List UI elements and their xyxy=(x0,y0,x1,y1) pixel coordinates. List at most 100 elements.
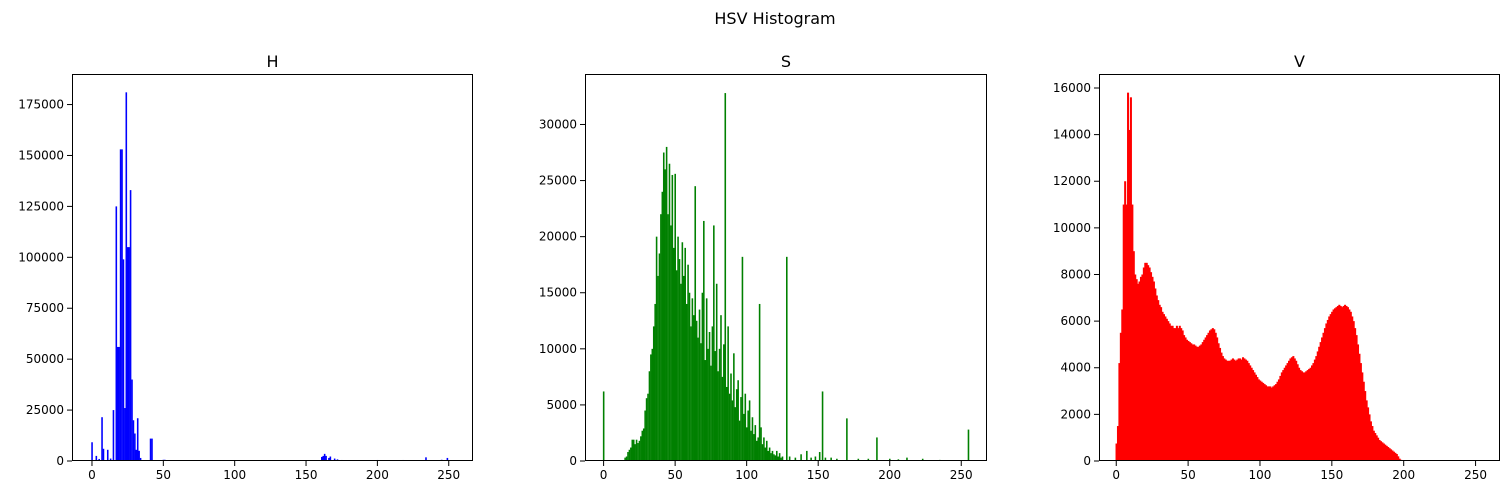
histogram-bar xyxy=(1154,288,1157,461)
histogram-bar xyxy=(134,433,136,461)
histogram-bar xyxy=(780,457,782,461)
x-tick-label: 50 xyxy=(1180,468,1195,482)
histogram-bar xyxy=(763,437,765,461)
y-tick-label: 5000 xyxy=(546,398,577,412)
histogram-bar xyxy=(101,417,103,461)
histogram-bar xyxy=(748,400,751,461)
histogram-bar xyxy=(1344,304,1347,461)
histogram-bar xyxy=(1276,381,1279,461)
histogram-bar xyxy=(1217,343,1220,461)
histogram-bar xyxy=(675,270,678,461)
histogram-bar xyxy=(1178,325,1181,461)
histogram-bar xyxy=(126,247,129,461)
histogram-bar xyxy=(778,453,781,461)
histogram-bar xyxy=(728,393,731,461)
histogram-bar xyxy=(1174,328,1177,461)
histogram-bar xyxy=(1398,458,1401,461)
histogram-bar xyxy=(723,344,725,461)
y-tick-label: 0 xyxy=(1083,454,1091,468)
histogram-bar xyxy=(745,427,748,461)
histogram-bar xyxy=(818,452,821,461)
histogram-bar xyxy=(1175,325,1178,461)
histogram-bar xyxy=(1197,346,1200,461)
histogram-bar xyxy=(806,450,808,461)
histogram-bar xyxy=(667,214,669,461)
histogram-bar xyxy=(1132,251,1135,461)
histogram-bar xyxy=(693,315,695,461)
histogram-bar xyxy=(1257,379,1260,461)
histogram-bar xyxy=(641,430,644,461)
histogram-bar xyxy=(1193,344,1196,461)
histogram-bar xyxy=(1184,337,1187,461)
histogram-bar xyxy=(720,315,722,461)
histogram-bar xyxy=(1298,367,1301,461)
histogram-bar xyxy=(733,353,735,461)
histogram-bar xyxy=(721,376,724,461)
histogram-bar xyxy=(124,408,126,461)
histogram-bar xyxy=(1283,367,1286,461)
histogram-bar xyxy=(1379,441,1383,461)
panel-title: S xyxy=(781,52,791,71)
histogram-bar xyxy=(921,458,924,461)
histogram-bar xyxy=(810,457,812,461)
histogram-bar xyxy=(1299,370,1302,461)
histogram-bar xyxy=(1243,358,1246,461)
histogram-bar xyxy=(1382,443,1385,461)
histogram-bar xyxy=(1118,363,1121,461)
histogram-bar xyxy=(1378,440,1381,461)
histogram-bar xyxy=(1269,386,1272,461)
histogram-bar xyxy=(1170,325,1173,461)
histogram-bar xyxy=(753,434,755,461)
histogram-panel-h: H 0 50 100 150 200 250 0 25000 50000 75000 100000 12… xyxy=(18,52,473,482)
histogram-bar xyxy=(138,450,140,461)
histogram-bar xyxy=(1372,430,1375,461)
histogram-bar xyxy=(771,450,774,461)
y-tick-label: 10000 xyxy=(1053,221,1091,235)
histogram-bar xyxy=(1365,400,1368,461)
histogram-bar xyxy=(95,455,98,461)
histogram-bar xyxy=(704,360,707,461)
histogram-bar xyxy=(136,418,139,461)
histogram-bar xyxy=(1206,335,1209,461)
histogram-bar xyxy=(1201,342,1204,461)
histogram-bar xyxy=(132,420,135,461)
histogram-bar xyxy=(1137,283,1140,461)
histogram-bar xyxy=(1381,442,1384,461)
histogram-bar xyxy=(1310,365,1314,461)
histogram-bar xyxy=(602,391,605,461)
histogram-bar xyxy=(1295,360,1298,461)
histogram-bar xyxy=(1194,345,1197,461)
histogram-bar xyxy=(1256,377,1259,461)
histogram-bar xyxy=(1220,352,1223,461)
histogram-bar xyxy=(1200,344,1203,461)
y-tick-label: 15000 xyxy=(539,286,577,300)
histogram-bar xyxy=(889,458,891,461)
histogram-bar xyxy=(1231,358,1234,461)
histogram-bar xyxy=(1331,311,1334,461)
histogram-bar xyxy=(1180,328,1183,461)
histogram-bar xyxy=(876,437,878,461)
histogram-bar xyxy=(1352,321,1355,461)
x-tick-label: 150 xyxy=(1320,468,1343,482)
histogram-bar xyxy=(715,283,718,461)
histogram-bar xyxy=(665,146,668,462)
histogram-bar xyxy=(1204,337,1207,461)
histogram-bar xyxy=(1368,414,1371,461)
histogram-bar xyxy=(1224,359,1227,461)
histogram-bar xyxy=(658,253,661,461)
y-tick-label: 25000 xyxy=(26,403,64,417)
histogram-bar xyxy=(122,259,125,461)
histogram-bar xyxy=(1336,305,1339,461)
histogram-bar xyxy=(1138,281,1141,461)
histogram-bar xyxy=(1250,367,1253,461)
histogram-bar xyxy=(768,447,771,461)
histogram-bar xyxy=(1230,359,1233,461)
histogram-bar xyxy=(743,413,745,461)
histogram-bar xyxy=(677,236,679,461)
histogram-bar xyxy=(1326,319,1329,461)
y-tick-label: 30000 xyxy=(539,117,577,131)
histogram-bar xyxy=(691,298,694,461)
histogram-bar xyxy=(1390,449,1393,461)
histogram-bar xyxy=(1397,456,1400,461)
histogram-bar xyxy=(1167,321,1170,461)
